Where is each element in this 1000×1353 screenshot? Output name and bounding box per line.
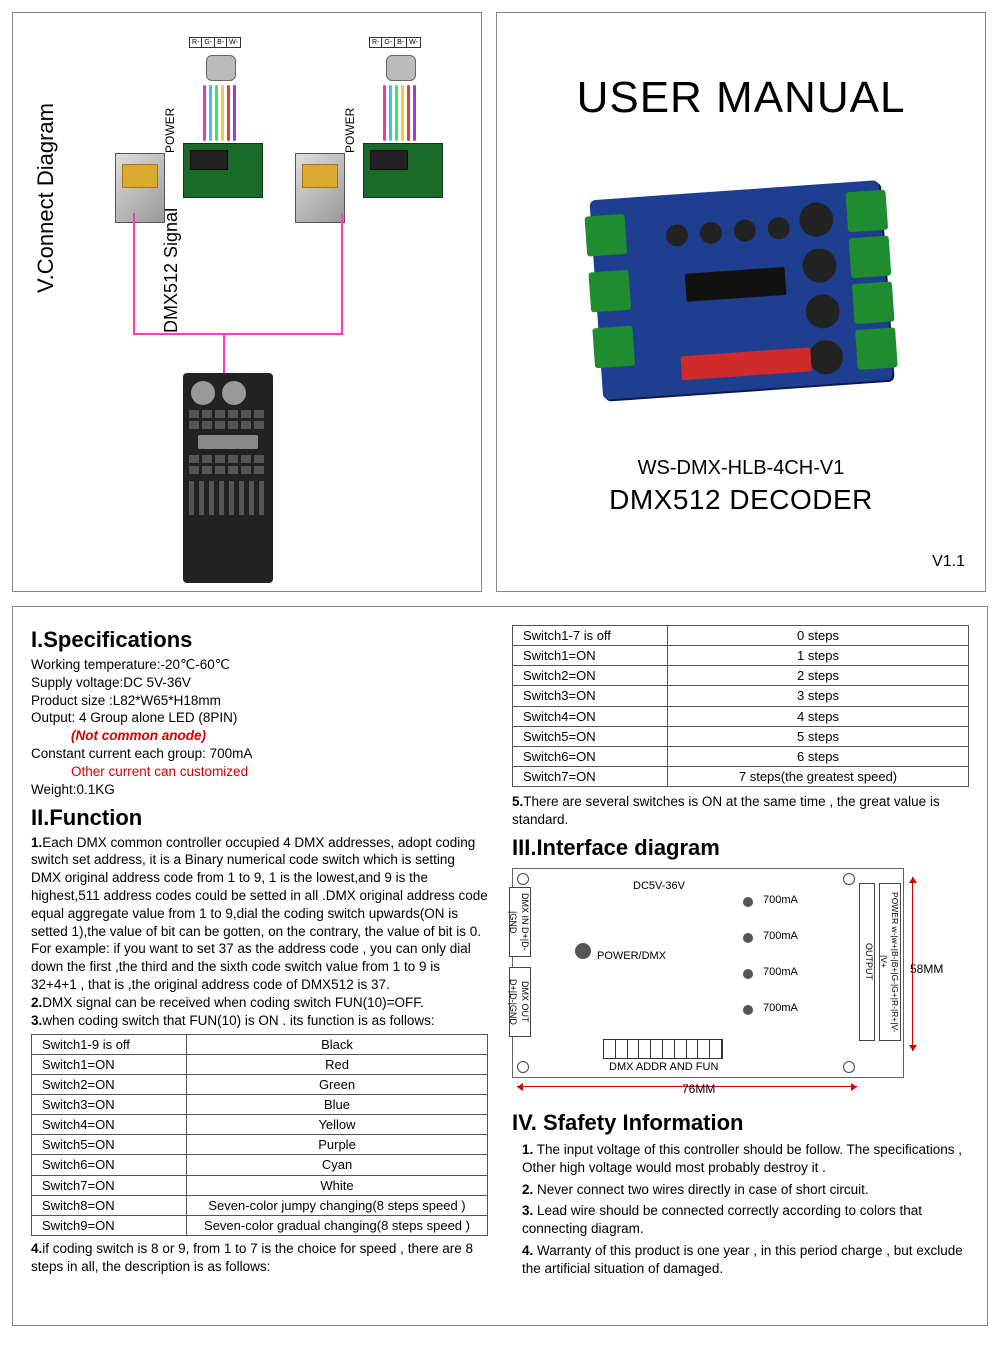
power-label-2: POWER [343,108,357,153]
height-dim: 58MM [910,962,976,978]
spec-line-2: Product size :L82*W65*H18mm [31,692,488,710]
table-row: Switch7=ONWhite [32,1175,488,1195]
spec-line-1: Supply voltage:DC 5V-36V [31,674,488,692]
left-column: I.Specifications Working temperature:-20… [31,621,488,1311]
table-row: Switch4=ON4 steps [513,706,969,726]
safety-list: 1. The input voltage of this controller … [512,1141,969,1278]
right-column: Switch1-7 is off0 stepsSwitch1=ON1 steps… [512,621,969,1311]
connect-diagram-panel: V.Connect Diagram DMX512 Signal POWER PO… [12,12,482,592]
table-row: Switch7=ON7 steps(the greatest speed) [513,767,969,787]
safety-heading: IV. Sfafety Information [512,1108,969,1137]
pwr-dmx-label: POWER/DMX [597,949,666,964]
interface-diagram: DMX IN D+|D-|GND DMX OUT D+|D-|GND POWER… [512,868,904,1078]
dmx-in-block: DMX IN D+|D-|GND [509,887,531,957]
table-row: Switch5=ON5 steps [513,726,969,746]
table-row: Switch8=ONSeven-color jumpy changing(8 s… [32,1195,488,1215]
bottom-panel: I.Specifications Working temperature:-20… [12,606,988,1326]
power-led-icon [575,943,591,959]
dmx-wire-v2 [341,213,343,333]
table-row: Switch5=ONPurple [32,1135,488,1155]
spec-line-3: Output: 4 Group alone LED (8PIN) [31,709,488,727]
decoder-board-1 [183,143,263,198]
power-label-1: POWER [163,108,177,153]
cover-model: WS-DMX-HLB-4CH-V1 [609,457,873,480]
specs-heading: I.Specifications [31,625,488,654]
rgb-wires-2 [379,85,443,145]
cover-product: DMX512 DECODER [609,484,873,516]
power-supply-2 [295,153,345,223]
spec-cc: Constant current each group: 700mA [31,745,488,763]
table-row: Switch2=ONGreen [32,1074,488,1094]
led-module-1 [206,55,236,81]
dmx-wire-h [133,333,343,335]
table-row: Switch3=ON3 steps [513,686,969,706]
dmx-out-block: DMX OUT D+|D-|GND [509,967,531,1037]
table-row: Switch9=ONSeven-color gradual changing(8… [32,1215,488,1235]
function-heading: II.Function [31,803,488,832]
dip-label: DMX ADDR AND FUN [609,1060,718,1075]
rgb-wires-1 [199,85,263,145]
spec-line-0: Working temperature:-20℃-60℃ [31,656,488,674]
output-block: POWER w-|w+|B-|B+|G-|G+|R-|R+|V-|V+ [879,883,901,1041]
led-module-2 [386,55,416,81]
table-row: Switch4=ONYellow [32,1115,488,1135]
table-row: Switch2=ON2 steps [513,666,969,686]
function-p1: 1.Each DMX common controller occupied 4 … [31,834,488,994]
led-pin-labels-2: R-G-B-W- [369,37,421,48]
table-row: Switch6=ON6 steps [513,746,969,766]
table-row: Switch1=ONRed [32,1054,488,1074]
led-pin-labels-1: R-G-B-W- [189,37,241,48]
cover-version: V1.1 [932,553,965,571]
dmx-controller [183,373,273,583]
function-p2: 2.DMX signal can be received when coding… [31,994,488,1012]
output-title: OUTPUT [859,883,875,1041]
spec-note-2: Other current can customized [31,763,488,781]
speed-switch-table: Switch1-7 is off0 stepsSwitch1=ON1 steps… [512,625,969,787]
table-row: Switch1-7 is off0 steps [513,626,969,646]
dmx-wire-v1 [133,213,135,333]
spec-note-1: (Not common anode) [31,727,488,745]
table-row: Switch3=ONBlue [32,1094,488,1114]
table-row: Switch1=ON1 steps [513,646,969,666]
interface-heading: III.Interface diagram [512,833,969,862]
power-supply-1 [115,153,165,223]
spec-weight: Weight:0.1KG [31,781,488,799]
dip-switch-icon [603,1039,723,1059]
function-p3: 3.when coding switch that FUN(10) is ON … [31,1012,488,1030]
cover-panel: USER MANUAL WS-DMX-HLB-4CH-V1 DMX512 DEC… [496,12,986,592]
function-p5: 5.There are several switches is ON at th… [512,793,969,829]
width-dim: 76MM [682,1082,715,1126]
product-photo [586,170,896,410]
color-switch-table: Switch1-9 is offBlackSwitch1=ONRedSwitch… [31,1034,488,1237]
cover-title: USER MANUAL [577,73,906,123]
section-v-connect-title: V.Connect Diagram [33,103,59,293]
table-row: Switch1-9 is offBlack [32,1034,488,1054]
function-p4: 4.if coding switch is 8 or 9, from 1 to … [31,1240,488,1276]
table-row: Switch6=ONCyan [32,1155,488,1175]
dc-label: DC5V-36V [633,879,685,894]
dmx-signal-label: DMX512 Signal [161,208,182,333]
decoder-board-2 [363,143,443,198]
